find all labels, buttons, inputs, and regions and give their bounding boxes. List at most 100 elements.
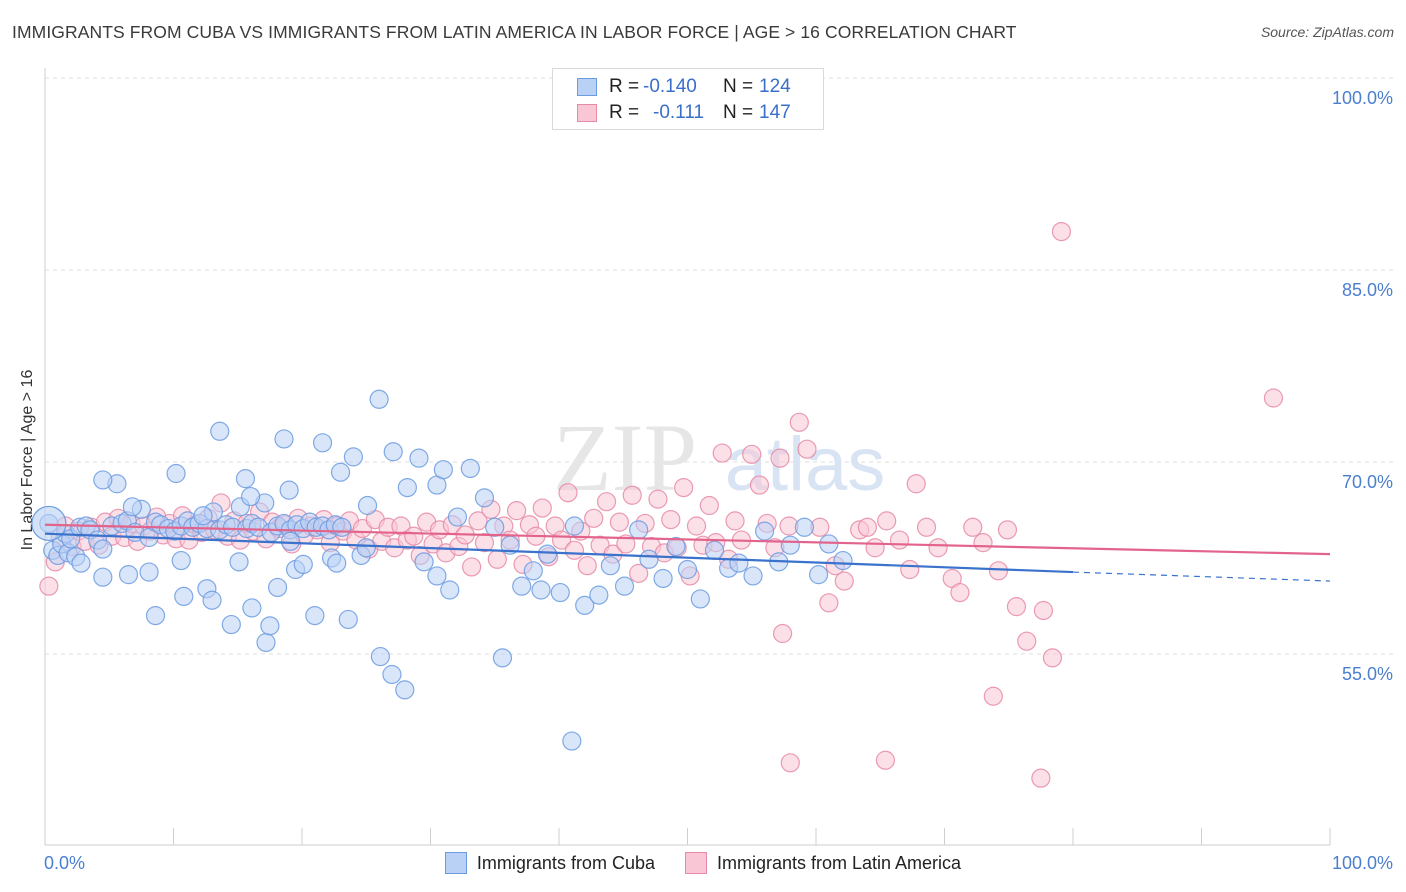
point-cuba-126 bbox=[395, 680, 415, 700]
point-cuba-105 bbox=[171, 550, 191, 571]
point-latin-america-116 bbox=[797, 439, 817, 459]
point-cuba-69 bbox=[447, 507, 468, 527]
y-tick-label-0: 100.0% bbox=[1332, 88, 1393, 108]
point-cuba-65 bbox=[397, 478, 417, 498]
legend-row-latin-america: R = -0.111 N = 147 bbox=[577, 101, 791, 125]
point-cuba-85 bbox=[653, 568, 673, 589]
point-latin-america-87 bbox=[596, 492, 617, 512]
point-cuba-59 bbox=[312, 433, 333, 453]
legend-r-value-latin-america: -0.111 bbox=[653, 102, 705, 123]
point-latin-america-97 bbox=[661, 509, 681, 530]
point-cuba-52 bbox=[166, 463, 186, 484]
point-cuba-78 bbox=[564, 516, 585, 536]
point-cuba-112 bbox=[256, 632, 276, 653]
point-cuba-81 bbox=[600, 556, 621, 576]
point-cuba-124 bbox=[370, 646, 390, 667]
point-cuba-96 bbox=[794, 517, 815, 537]
series-legend-item-cuba[interactable]: Immigrants from Cuba bbox=[444, 852, 655, 874]
y-tick-label-3: 55.0% bbox=[1342, 664, 1393, 684]
point-latin-america-57 bbox=[404, 526, 424, 546]
point-latin-america-126 bbox=[900, 559, 920, 580]
point-cuba-92 bbox=[743, 566, 763, 586]
point-latin-america-132 bbox=[963, 517, 983, 537]
legend-swatch-latin-america bbox=[577, 104, 597, 122]
point-cuba-120 bbox=[327, 553, 347, 573]
watermark-atlas: atlas bbox=[725, 422, 886, 507]
point-cuba-66 bbox=[409, 448, 429, 468]
point-cuba-132 bbox=[562, 731, 582, 751]
legend-n-value-latin-america: 147 bbox=[759, 102, 791, 123]
point-latin-america-77 bbox=[532, 498, 552, 518]
point-latin-america-143 bbox=[780, 753, 800, 773]
point-latin-america-141 bbox=[1263, 388, 1284, 408]
legend-n-value-cuba: 124 bbox=[759, 76, 791, 97]
point-cuba-56 bbox=[241, 486, 261, 507]
point-latin-america-109 bbox=[742, 444, 762, 464]
point-cuba-109 bbox=[221, 614, 241, 635]
x-tick-label-1: 100.0% bbox=[1332, 853, 1393, 873]
point-cuba-100 bbox=[71, 553, 91, 573]
legend-r-label: R = bbox=[609, 102, 640, 123]
x-tick-label-0: 0.0% bbox=[44, 853, 85, 873]
point-latin-america-118 bbox=[819, 593, 839, 613]
point-cuba-50 bbox=[93, 470, 113, 490]
axes bbox=[44, 68, 1331, 846]
point-cuba-74 bbox=[512, 576, 532, 596]
point-cuba-131 bbox=[531, 580, 551, 600]
point-latin-america-145 bbox=[1031, 768, 1051, 788]
y-tick-label-2: 70.0% bbox=[1342, 472, 1393, 492]
series-legend-item-latin-america[interactable]: Immigrants from Latin America bbox=[684, 852, 962, 874]
legend-row-cuba: R = -0.140 N = 124 bbox=[577, 75, 791, 99]
legend-swatch-cuba bbox=[577, 78, 597, 96]
correlation-legend: R = -0.140 N = 124 R = -0.111 N = 147 bbox=[552, 68, 824, 130]
point-cuba-129 bbox=[440, 580, 460, 600]
trend-line-cuba bbox=[44, 532, 1074, 574]
trend-line-cuba-extension bbox=[1072, 571, 1331, 582]
point-latin-america-136 bbox=[1006, 597, 1027, 617]
point-cuba-123 bbox=[356, 538, 376, 558]
point-latin-america-0 bbox=[39, 576, 59, 596]
series-legend: Immigrants from Cuba Immigrants from Lat… bbox=[0, 852, 1406, 874]
point-cuba-76 bbox=[537, 544, 558, 564]
point-cuba-54 bbox=[210, 421, 230, 441]
trend-line-latin-america bbox=[44, 523, 1331, 556]
point-cuba-72 bbox=[485, 517, 505, 537]
point-cuba-61 bbox=[343, 447, 363, 467]
point-cuba-large bbox=[31, 505, 67, 542]
point-cuba-75 bbox=[523, 561, 543, 581]
point-cuba-108 bbox=[202, 590, 222, 610]
legend-n-label: N = bbox=[723, 76, 754, 97]
point-latin-america-134 bbox=[988, 561, 1009, 581]
y-tick-label-1: 85.0% bbox=[1342, 280, 1393, 300]
series-label-latin-america: Immigrants from Latin America bbox=[716, 852, 962, 873]
series-swatch-cuba bbox=[444, 852, 467, 874]
point-latin-america-142 bbox=[772, 623, 793, 644]
point-cuba-111 bbox=[242, 598, 262, 618]
point-latin-america-131 bbox=[950, 582, 970, 603]
point-cuba-91 bbox=[729, 553, 749, 573]
point-latin-america-73 bbox=[506, 501, 527, 521]
point-cuba-121 bbox=[338, 609, 358, 630]
point-latin-america-99 bbox=[674, 478, 694, 498]
point-cuba-63 bbox=[369, 389, 389, 409]
point-latin-america-137 bbox=[1017, 631, 1037, 651]
trend-lines bbox=[44, 523, 1331, 582]
point-latin-america-66 bbox=[462, 557, 482, 577]
point-cuba-83 bbox=[629, 520, 649, 540]
point-latin-america-105 bbox=[712, 443, 732, 463]
point-latin-america-91 bbox=[622, 485, 642, 505]
point-cuba-82 bbox=[614, 576, 635, 596]
point-cuba-80 bbox=[589, 585, 609, 605]
point-latin-america-84 bbox=[577, 556, 597, 576]
legend-r-value-cuba: -0.140 bbox=[643, 76, 697, 97]
point-latin-america-139 bbox=[1042, 648, 1063, 668]
point-cuba-102 bbox=[118, 565, 139, 585]
point-cuba-49 bbox=[332, 517, 352, 537]
point-latin-america-85 bbox=[584, 508, 604, 528]
point-latin-america-95 bbox=[648, 489, 668, 509]
point-cuba-128 bbox=[427, 566, 447, 586]
point-cuba-12 bbox=[93, 539, 113, 559]
point-latin-america-133 bbox=[973, 533, 993, 553]
point-latin-america-81 bbox=[558, 483, 578, 503]
